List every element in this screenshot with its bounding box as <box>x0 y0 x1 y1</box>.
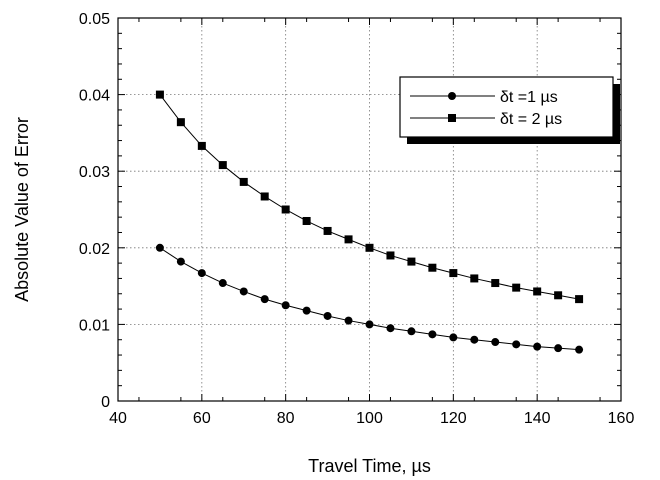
legend-marker-square <box>448 114 456 122</box>
y-tick-label: 0.04 <box>79 88 110 105</box>
data-point-square <box>470 274 479 283</box>
data-point-circle <box>491 338 500 347</box>
x-tick-label: 60 <box>193 410 211 427</box>
data-point-square <box>176 118 185 127</box>
legend-box <box>399 76 614 138</box>
y-tick-label: 0.01 <box>79 317 110 334</box>
data-point-square <box>260 192 269 201</box>
data-point-circle <box>344 316 353 325</box>
x-axis-title: Travel Time, µs <box>308 456 431 476</box>
x-tick-label: 80 <box>277 410 295 427</box>
data-point-circle <box>365 320 374 329</box>
data-point-square <box>197 141 206 150</box>
x-tick-label: 120 <box>440 410 467 427</box>
y-tick-label: 0.05 <box>79 11 110 28</box>
x-tick-label: 40 <box>109 410 127 427</box>
data-point-circle <box>302 306 311 315</box>
data-point-circle <box>407 327 416 336</box>
data-point-circle <box>281 301 290 310</box>
data-point-square <box>554 291 563 300</box>
legend-marker-circle <box>448 92 456 100</box>
data-point-circle <box>260 295 269 304</box>
y-tick-label: 0 <box>101 394 110 411</box>
legend: δt =1 µs δt = 2 µs <box>399 76 620 144</box>
y-tick-label: 0.02 <box>79 241 110 258</box>
data-point-square <box>386 251 395 260</box>
x-tick-label: 100 <box>356 410 383 427</box>
data-point-square <box>281 205 290 214</box>
data-point-circle <box>176 257 185 266</box>
data-point-circle <box>449 333 458 342</box>
data-point-square <box>491 279 500 288</box>
data-point-square <box>407 257 416 266</box>
data-point-circle <box>470 335 479 344</box>
data-point-circle <box>533 342 542 351</box>
x-tick-label: 140 <box>524 410 551 427</box>
data-point-square <box>365 243 374 252</box>
data-point-circle <box>155 243 164 252</box>
data-point-square <box>344 235 353 244</box>
data-point-square <box>302 216 311 225</box>
axis-ticks: 40 60 80 100 120 140 160 0 0.01 0.02 0.03 0.04 0.05 <box>79 11 635 427</box>
data-point-circle <box>218 279 227 288</box>
data-point-circle <box>323 311 332 320</box>
data-point-square <box>239 177 248 186</box>
data-point-square <box>575 295 584 304</box>
series-layer <box>155 90 584 354</box>
x-tick-label: 160 <box>608 410 635 427</box>
data-point-square <box>155 90 164 99</box>
data-point-circle <box>197 269 206 278</box>
grid <box>118 18 621 401</box>
data-point-circle <box>239 287 248 296</box>
data-point-square <box>512 283 521 292</box>
y-tick-label: 0.03 <box>79 164 110 181</box>
data-point-square <box>323 226 332 235</box>
data-point-circle <box>512 340 521 349</box>
data-point-circle <box>428 330 437 339</box>
data-point-square <box>428 263 437 272</box>
y-axis-title: Absolute Value of Error <box>12 117 32 302</box>
data-point-circle <box>386 324 395 333</box>
data-point-circle <box>575 345 584 354</box>
data-point-square <box>218 161 227 170</box>
data-point-circle <box>554 344 563 353</box>
legend-label-dt1: δt =1 µs <box>500 89 558 106</box>
legend-label-dt2: δt = 2 µs <box>500 111 562 128</box>
data-point-square <box>533 287 542 296</box>
data-point-square <box>449 269 458 278</box>
